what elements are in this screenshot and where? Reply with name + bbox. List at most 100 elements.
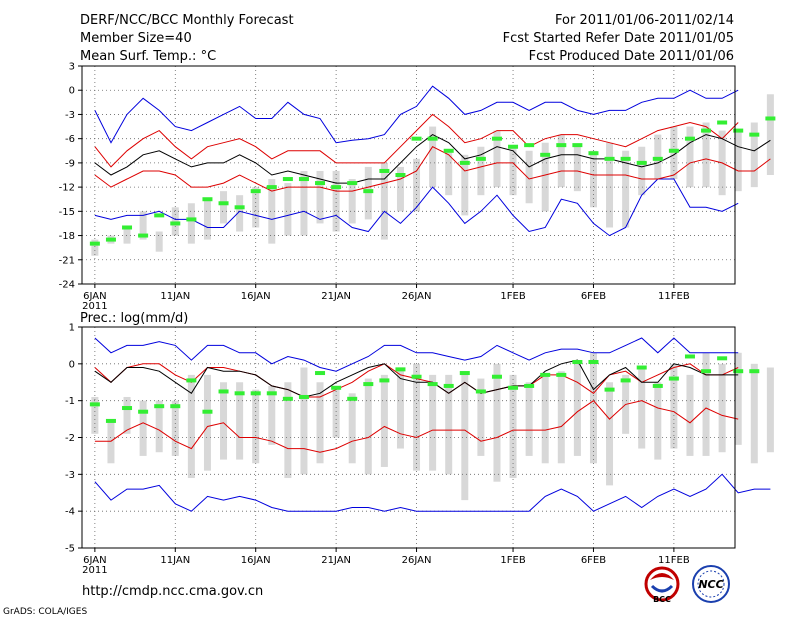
ensemble-box: [702, 122, 710, 188]
x-tick-label: 11FEB: [658, 291, 690, 302]
y-tick-label: -6: [65, 134, 75, 145]
median-marker: [411, 136, 422, 141]
ensemble-box: [380, 162, 388, 240]
ensemble-box: [364, 166, 372, 220]
x-tick-label: 16JAN: [241, 291, 271, 302]
median-marker: [684, 354, 695, 359]
median-marker: [331, 185, 342, 190]
median-marker: [427, 136, 438, 141]
median-marker: [749, 369, 760, 374]
ensemble-box: [541, 374, 549, 464]
median-marker: [154, 213, 165, 218]
ensemble-box: [348, 393, 356, 464]
ensemble-box: [606, 142, 614, 228]
started-date: Fcst Started Refer Date 2011/01/05: [503, 31, 734, 46]
median-marker: [138, 233, 149, 238]
ncc-logo-ring: [692, 565, 730, 603]
median-marker: [668, 376, 679, 381]
y-tick-label: -5: [65, 544, 75, 555]
ensemble-box: [622, 150, 630, 228]
y-tick-label: -4: [65, 507, 75, 518]
ensemble-box: [252, 389, 260, 464]
y-tick-label: -3: [65, 470, 75, 481]
ensemble-box: [139, 211, 147, 240]
ensemble-box: [284, 382, 292, 479]
median-marker: [395, 367, 406, 372]
ensemble-box: [541, 142, 549, 212]
ensemble-box: [155, 400, 163, 453]
median-marker: [315, 371, 326, 376]
median-marker: [395, 173, 406, 177]
ensemble-box: [557, 371, 565, 464]
median-marker: [379, 378, 390, 383]
ensemble-mean-line: [94, 134, 771, 184]
ensemble-box: [654, 134, 662, 180]
median-marker: [459, 371, 470, 376]
x-tick-label: 11JAN: [160, 555, 190, 566]
ensemble-box: [413, 363, 421, 471]
median-marker: [411, 374, 422, 379]
plot-frame: [81, 326, 736, 549]
x-tick-label: 11FEB: [658, 555, 690, 566]
y-tick-label: -18: [59, 231, 75, 242]
median-marker: [202, 409, 213, 414]
x-tick-label: 1FEB: [500, 291, 525, 302]
ensemble-box: [557, 134, 565, 188]
median-marker: [572, 359, 583, 364]
median-marker: [186, 378, 197, 383]
x-tick-label: 11JAN: [160, 291, 190, 302]
y-tick-label: -9: [65, 158, 75, 169]
median-marker: [508, 385, 519, 390]
median-marker: [733, 128, 744, 133]
x-tick-label: 26JAN: [402, 555, 432, 566]
median-marker: [186, 217, 197, 222]
median-marker: [604, 387, 615, 392]
median-marker: [427, 382, 438, 387]
ensemble-box: [268, 385, 276, 445]
ensemble-box: [573, 146, 581, 192]
ensemble-box: [461, 371, 469, 501]
median-marker: [266, 185, 277, 190]
median-marker: [475, 156, 486, 161]
median-marker: [282, 396, 293, 401]
median-marker: [475, 389, 486, 394]
ensemble-box: [750, 122, 758, 188]
median-marker: [652, 383, 663, 388]
ensemble-box: [236, 382, 244, 460]
median-marker: [572, 143, 583, 148]
median-marker: [282, 177, 293, 182]
ensemble-box: [606, 382, 614, 486]
median-marker: [636, 160, 647, 165]
ensemble-box: [670, 363, 678, 449]
ensemble-box: [509, 374, 517, 479]
ensemble-box: [252, 187, 260, 228]
ensemble-box: [171, 207, 179, 236]
y-tick-label: -1: [65, 396, 75, 407]
ensemble-box: [702, 352, 710, 456]
median-marker: [491, 374, 502, 379]
ensemble-box: [364, 378, 372, 475]
ensemble-box: [429, 374, 437, 471]
median-marker: [266, 391, 277, 396]
median-marker: [701, 128, 712, 133]
ensemble-box: [734, 352, 742, 445]
median-marker: [443, 148, 454, 153]
median-marker: [89, 402, 100, 407]
ensemble-box: [236, 195, 244, 232]
ncc-logo: NCC: [692, 565, 730, 603]
ensemble-box: [766, 367, 774, 453]
ensemble-box: [316, 382, 324, 464]
ensemble-box: [203, 199, 211, 240]
upper-spread-line: [94, 113, 739, 168]
median-marker: [443, 383, 454, 388]
median-marker: [105, 237, 116, 242]
median-marker: [363, 189, 374, 194]
median-marker: [331, 385, 342, 390]
x-tick-label: 21JAN: [321, 291, 351, 302]
median-marker: [701, 369, 712, 374]
forecast-title: DERF/NCC/BCC Monthly Forecast: [80, 13, 294, 28]
ensemble-box: [380, 374, 388, 467]
median-marker: [154, 404, 165, 409]
